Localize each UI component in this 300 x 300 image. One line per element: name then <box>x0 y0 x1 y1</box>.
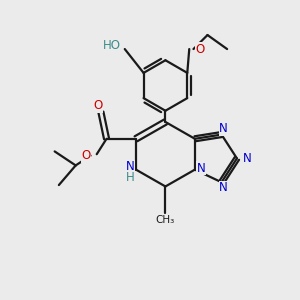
Text: N: N <box>219 182 228 194</box>
Text: H: H <box>126 171 135 184</box>
Text: N: N <box>219 122 228 136</box>
Text: N: N <box>243 152 252 165</box>
Text: O: O <box>195 43 205 56</box>
Text: O: O <box>93 100 102 112</box>
Text: HO: HO <box>103 39 121 52</box>
Text: N: N <box>126 160 135 173</box>
Text: CH₃: CH₃ <box>156 215 175 225</box>
Text: O: O <box>81 149 91 162</box>
Text: N: N <box>197 162 206 175</box>
